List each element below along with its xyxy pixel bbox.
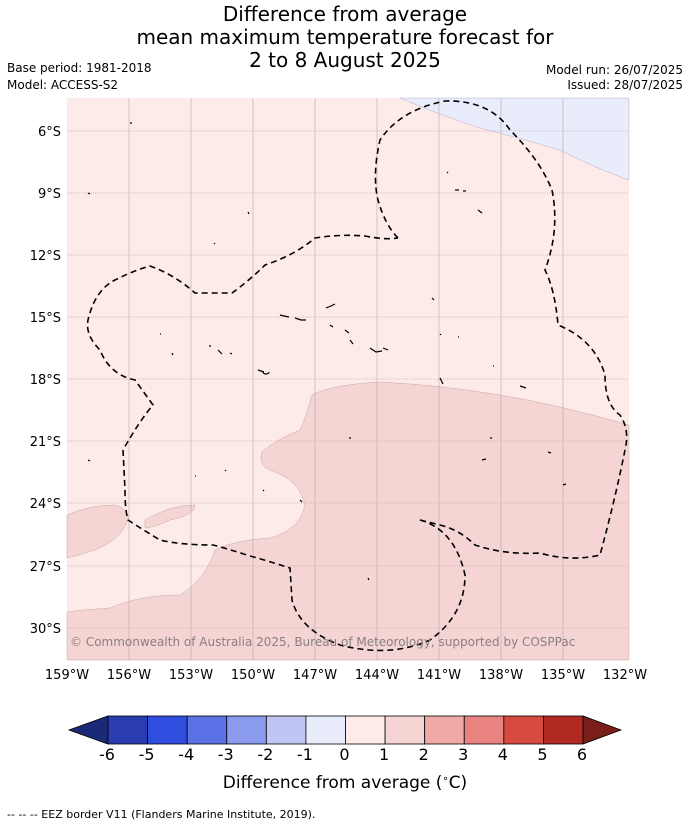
colorbar-tick-label: -4 [178,745,195,764]
lon-label: 138°W [479,668,523,683]
colorbar-swatch [265,715,307,745]
colorbar-tick-label: 5 [537,745,548,764]
colorbar-swatch [305,715,346,745]
colorbar-swatch [147,715,188,745]
colorbar-swatch [107,715,148,745]
base-period: Base period: 1981-2018 [7,61,152,75]
colorbar-swatch [186,715,228,745]
eez-footnote: -- -- -- EEZ border V11 (Flanders Marine… [7,808,316,821]
warm-region-patch [144,504,196,529]
colorbar-label: Difference from average (∘C) [222,773,468,793]
colorbar-tick-label: -3 [217,745,234,764]
lon-label: 135°W [541,668,585,683]
lat-label: 6°S [38,125,61,140]
colorbar-swatch [543,715,584,745]
colorbar-tick-label: -6 [99,745,115,764]
lat-label: 30°S [30,622,61,637]
lon-label: 147°W [293,668,337,683]
issued-date: Issued: 28/07/2025 [567,78,683,92]
eez-borders [86,100,628,652]
colorbar-tick-label: 0 [339,745,350,764]
colorbar-swatch [345,715,386,745]
lon-label: 132°W [603,668,647,683]
colorbar-swatch [503,715,544,745]
warm-region-east [66,381,630,661]
title-line-3: 2 to 8 August 2025 [249,48,441,72]
lon-label: 159°W [45,668,89,683]
lon-label: 150°W [231,668,275,683]
lat-label: 9°S [38,187,61,202]
title-line-2: mean maximum temperature forecast for [136,25,554,49]
colorbar-tick-label: 1 [378,745,390,764]
colorbar-tick-label: -5 [138,745,155,764]
graticule [67,130,629,629]
lat-label: 21°S [30,435,61,450]
colorbar-tick-label: 2 [418,745,429,764]
colorbar-swatch [384,715,426,745]
lat-label: 18°S [30,373,61,388]
copyright: © Commonwealth of Australia 2025, Bureau… [70,635,575,649]
cool-region [399,97,630,181]
lon-label: 156°W [107,668,151,683]
colorbar-tick-label: -1 [296,745,313,764]
meridians [128,98,564,660]
colorbar-tick-label: -2 [257,745,274,764]
lat-label: 24°S [30,497,61,512]
lat-label: 27°S [30,560,61,575]
colorbar-swatch [226,715,267,745]
lat-label: 12°S [30,249,61,264]
lon-label: 153°W [169,668,213,683]
lon-label: 141°W [417,668,461,683]
colorbar-extend-low [67,715,109,745]
colorbar-extend-high [582,715,623,745]
colorbar-swatch [424,715,465,745]
lat-label: 15°S [30,311,61,326]
model-name: Model: ACCESS-S2 [7,78,119,92]
colorbar-tick-label: 6 [576,745,588,764]
colorbar-tick-label: 4 [497,745,508,764]
islands [87,122,567,581]
colorbar-swatch [463,715,505,745]
model-run: Model run: 26/07/2025 [545,63,683,77]
colorbar [67,715,623,745]
lon-label: 144°W [355,668,399,683]
title-line-1: Difference from average [222,2,468,26]
colorbar-tick-label: 3 [458,745,469,764]
